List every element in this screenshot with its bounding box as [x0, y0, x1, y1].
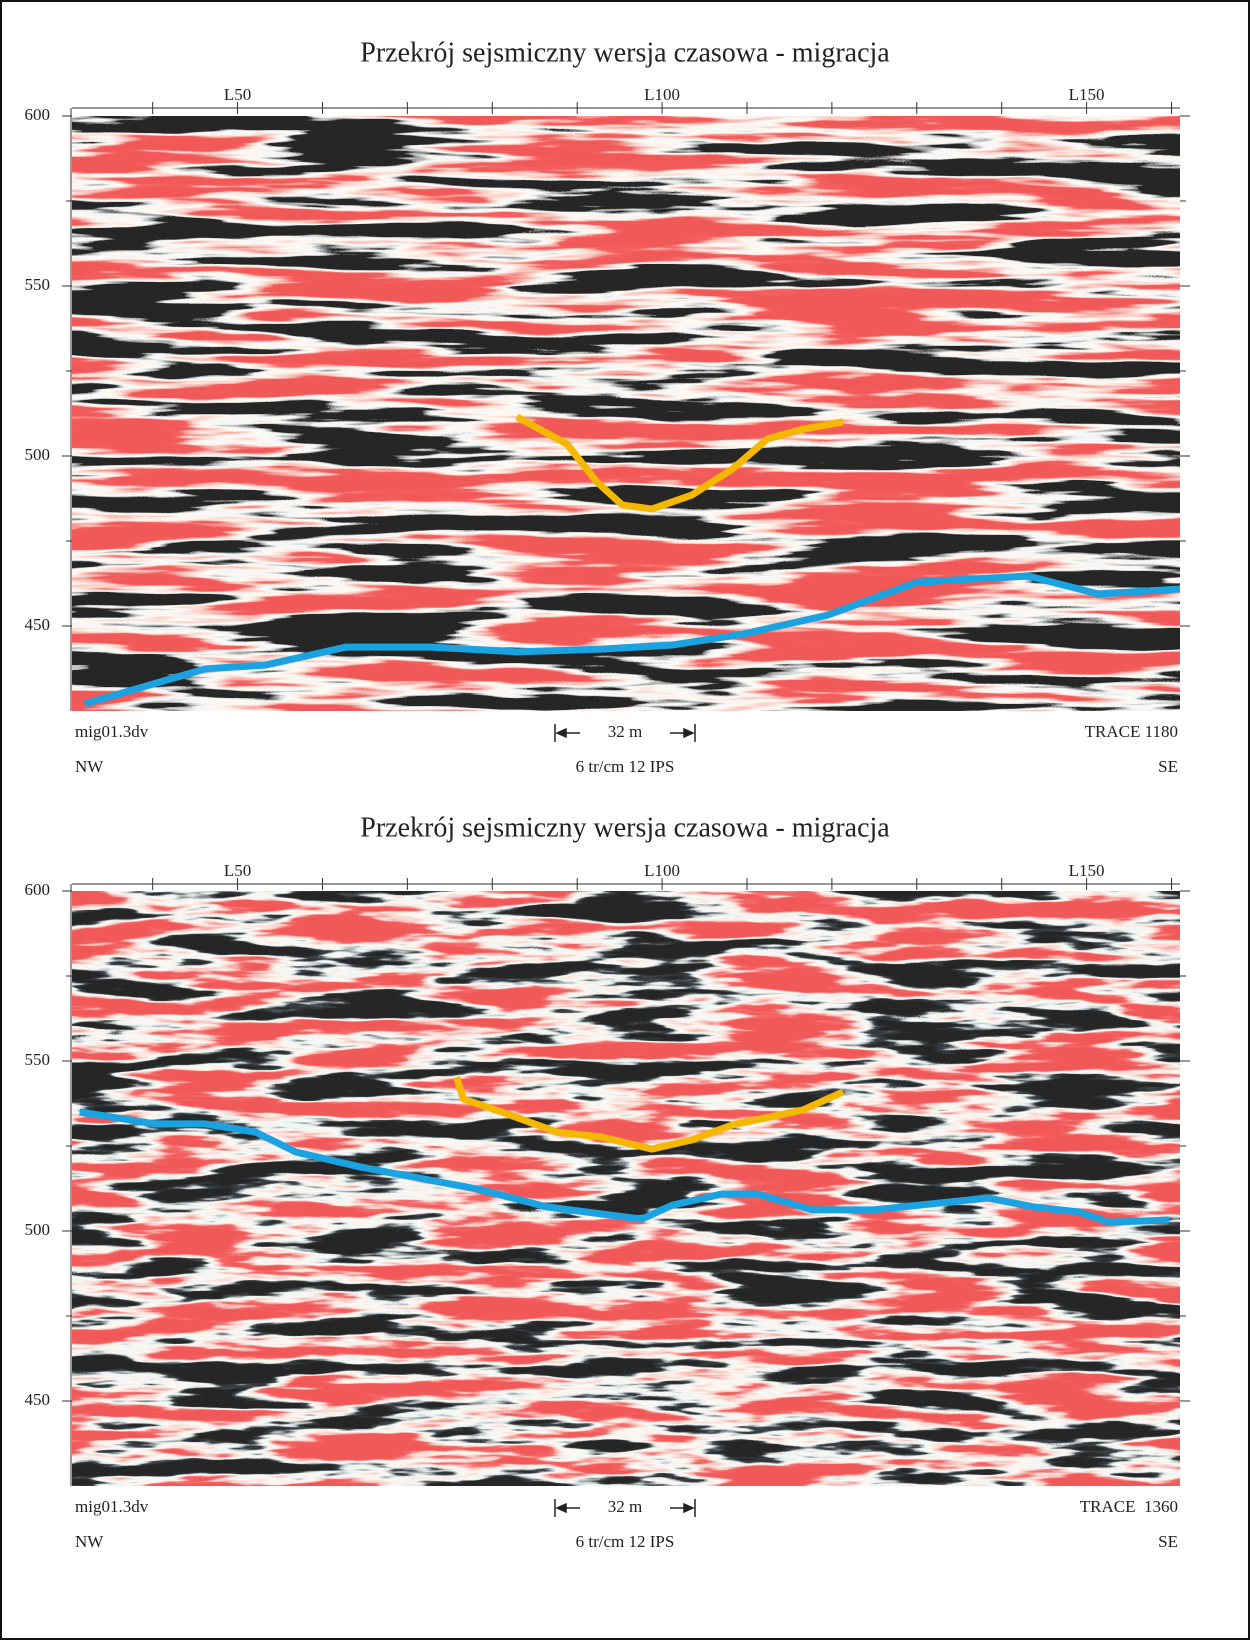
trace-label: TRACE 1360 — [1080, 1497, 1178, 1516]
scale-bar-left-arrow — [555, 727, 580, 739]
x-tick-label: L50 — [224, 85, 251, 104]
seismic-image — [72, 891, 1180, 1486]
scale-bar-right-arrow — [670, 727, 695, 739]
file-name: mig01.3dv — [75, 722, 149, 741]
scale-label: 6 tr/cm 12 IPS — [576, 1532, 675, 1551]
y-tick-label: 600 — [25, 880, 51, 899]
direction-left: NW — [75, 1532, 104, 1551]
scale-bar-left-arrow — [555, 1502, 580, 1514]
x-tick-label: L150 — [1069, 861, 1105, 880]
y-tick-label: 550 — [25, 275, 51, 294]
x-tick-label: L100 — [644, 85, 680, 104]
y-tick-label: 500 — [25, 445, 51, 464]
y-tick-label: 600 — [25, 105, 51, 124]
direction-left: NW — [75, 757, 104, 776]
direction-right: SE — [1158, 1532, 1178, 1551]
horizon-line — [515, 413, 844, 513]
y-tick-label: 550 — [25, 1050, 51, 1069]
y-tick-label: 450 — [25, 615, 51, 634]
scale-label: 6 tr/cm 12 IPS — [576, 757, 675, 776]
scale-bar-label: 32 m — [608, 1497, 642, 1516]
direction-right: SE — [1158, 757, 1178, 776]
horizon-line — [79, 1108, 1170, 1226]
x-tick-label: L50 — [224, 861, 251, 880]
seismic-image — [72, 116, 1180, 711]
x-tick-label: L150 — [1069, 85, 1105, 104]
scale-bar-right-arrow — [670, 1502, 695, 1514]
chart-title: Przekrój sejsmiczny wersja czasowa - mig… — [360, 812, 890, 843]
y-tick-label: 500 — [25, 1220, 51, 1239]
trace-label: TRACE 1180 — [1085, 722, 1178, 741]
scale-bar-label: 32 m — [608, 722, 642, 741]
horizon-line — [453, 1075, 845, 1153]
chart-title: Przekrój sejsmiczny wersja czasowa - mig… — [360, 37, 890, 68]
file-name: mig01.3dv — [75, 1497, 149, 1516]
x-tick-label: L100 — [644, 861, 680, 880]
y-tick-label: 450 — [25, 1390, 51, 1409]
horizon-line — [83, 572, 1181, 708]
